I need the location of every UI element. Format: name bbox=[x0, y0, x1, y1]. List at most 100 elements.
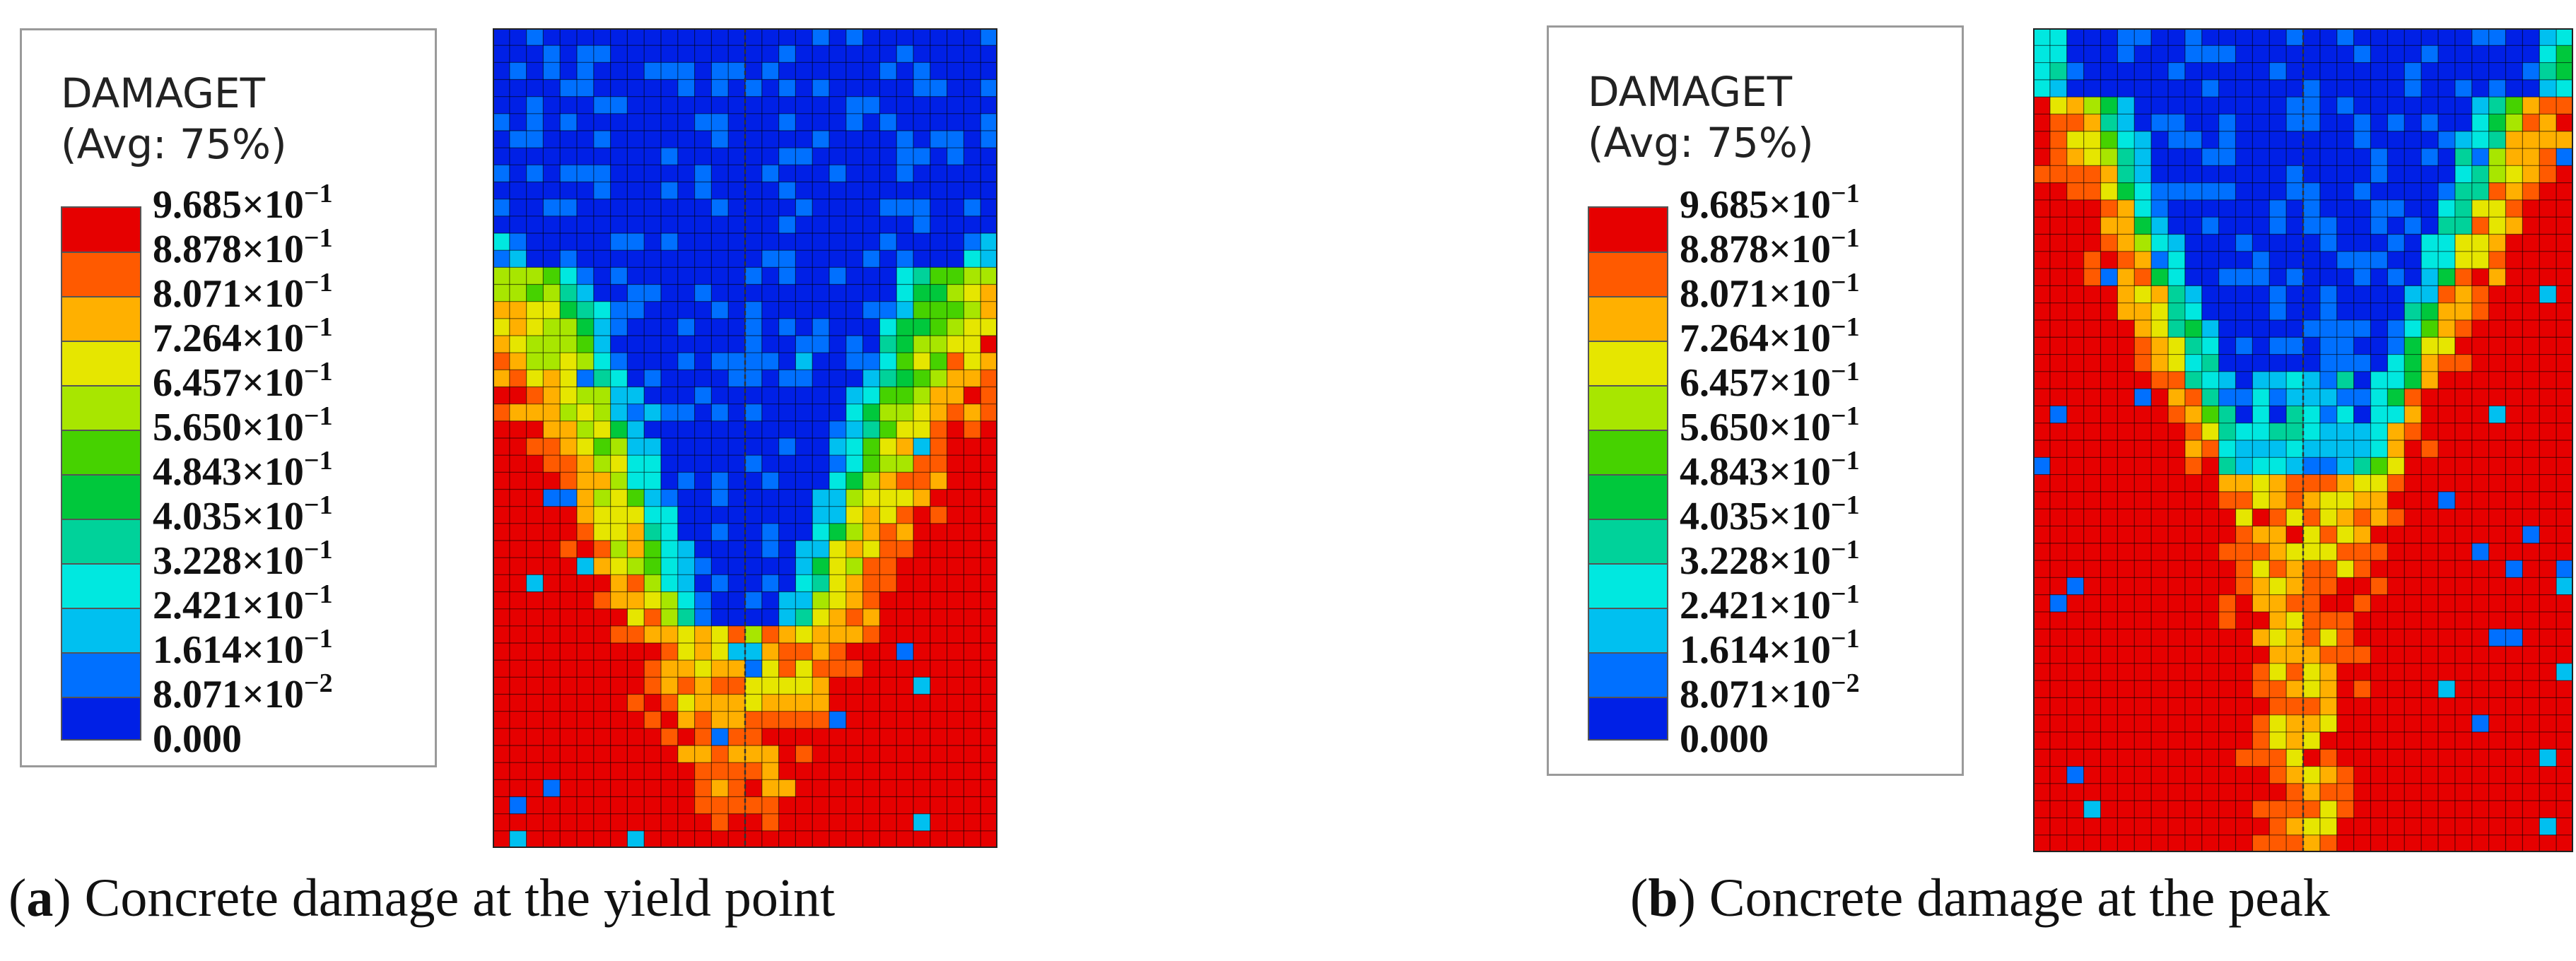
mesh-element bbox=[947, 301, 964, 319]
mesh-element bbox=[2421, 114, 2439, 132]
mesh-element bbox=[560, 131, 578, 148]
mesh-element bbox=[627, 523, 645, 541]
mesh-element bbox=[745, 728, 763, 746]
colorbar-separator bbox=[62, 341, 140, 342]
mesh-element bbox=[845, 813, 863, 832]
mesh-element bbox=[2353, 406, 2371, 424]
mesh-element bbox=[526, 353, 544, 370]
mesh-element bbox=[627, 541, 645, 558]
mesh-element bbox=[896, 574, 914, 592]
mesh-element bbox=[2269, 680, 2287, 698]
mesh-element bbox=[2387, 97, 2405, 114]
mesh-element bbox=[2488, 749, 2506, 767]
mesh-element bbox=[795, 96, 813, 114]
mesh-element bbox=[795, 523, 813, 541]
mesh-element bbox=[761, 523, 779, 541]
mesh-element bbox=[795, 284, 813, 302]
mesh-element bbox=[560, 489, 578, 507]
mesh-element bbox=[2201, 835, 2219, 852]
mesh-element bbox=[795, 113, 813, 131]
mesh-element bbox=[964, 591, 981, 609]
mesh-element bbox=[661, 660, 679, 678]
mesh-element bbox=[2049, 714, 2068, 733]
mesh-element bbox=[677, 677, 695, 695]
mesh-element bbox=[560, 472, 578, 490]
mesh-element bbox=[610, 45, 628, 63]
mesh-element bbox=[2151, 663, 2169, 681]
mesh-element bbox=[593, 113, 611, 131]
mesh-element bbox=[2488, 269, 2506, 286]
mesh-element bbox=[778, 267, 796, 285]
mesh-element bbox=[2387, 629, 2405, 647]
mesh-element bbox=[694, 79, 712, 97]
mesh-element bbox=[2151, 28, 2169, 46]
mesh-element bbox=[2404, 783, 2422, 801]
mesh-element bbox=[2336, 835, 2354, 852]
mesh-element bbox=[2201, 182, 2219, 201]
mesh-element bbox=[644, 489, 662, 507]
mesh-element bbox=[879, 216, 897, 234]
mesh-element bbox=[761, 745, 779, 763]
mesh-element bbox=[2505, 337, 2523, 355]
mesh-element bbox=[2235, 269, 2253, 286]
mesh-element bbox=[2336, 79, 2354, 98]
mesh-element bbox=[862, 301, 880, 319]
mesh-element bbox=[2184, 560, 2203, 578]
mesh-element bbox=[2184, 835, 2203, 852]
mesh-element bbox=[829, 318, 847, 336]
mesh-element bbox=[845, 608, 863, 627]
mesh-element bbox=[2252, 285, 2270, 303]
mesh-element bbox=[2252, 783, 2270, 801]
mesh-element bbox=[980, 79, 997, 97]
mesh-element bbox=[526, 796, 544, 814]
mesh-element bbox=[2201, 611, 2219, 630]
mesh-element bbox=[2083, 234, 2101, 252]
mesh-element bbox=[930, 438, 947, 456]
mesh-element bbox=[593, 711, 611, 729]
mesh-element bbox=[2066, 319, 2084, 338]
mesh-element bbox=[761, 216, 779, 234]
mesh-element bbox=[577, 558, 595, 575]
mesh-element bbox=[795, 608, 813, 627]
mesh-element bbox=[964, 541, 981, 558]
mesh-element bbox=[509, 148, 527, 165]
mesh-element bbox=[2168, 199, 2186, 218]
mesh-element bbox=[644, 762, 662, 780]
colorbar-swatch bbox=[1589, 386, 1667, 430]
mesh-element bbox=[896, 131, 914, 148]
mesh-element bbox=[2235, 251, 2253, 269]
mesh-element bbox=[913, 694, 931, 712]
mesh-element bbox=[2454, 697, 2473, 715]
mesh-element bbox=[964, 643, 981, 661]
mesh-element bbox=[2488, 731, 2506, 750]
mesh-element bbox=[2134, 97, 2152, 114]
mesh-element bbox=[761, 284, 779, 302]
mesh-element bbox=[560, 403, 578, 422]
mesh-element bbox=[2421, 611, 2439, 630]
mesh-element bbox=[2522, 62, 2540, 81]
mesh-element bbox=[2404, 646, 2422, 664]
mesh-element bbox=[2083, 714, 2101, 733]
mesh-element bbox=[2235, 199, 2253, 218]
colorbar-separator bbox=[1589, 563, 1667, 565]
mesh-element bbox=[2201, 731, 2219, 750]
mesh-element bbox=[896, 353, 914, 370]
mesh-element bbox=[2539, 801, 2557, 818]
mesh-element bbox=[644, 625, 662, 644]
mesh-element bbox=[2421, 766, 2439, 784]
mesh-element bbox=[745, 438, 763, 456]
mesh-element bbox=[2049, 801, 2068, 818]
colorbar-tick-label: 2.421×10−1 bbox=[153, 581, 333, 627]
mesh-element bbox=[2049, 114, 2068, 132]
mesh-element bbox=[2303, 45, 2321, 63]
mesh-element bbox=[2438, 337, 2456, 355]
mesh-element bbox=[980, 403, 997, 422]
mesh-element bbox=[2505, 783, 2523, 801]
colorbar-tick-label: 8.071×10−1 bbox=[153, 269, 333, 315]
mesh-element bbox=[778, 728, 796, 746]
mesh-element bbox=[2404, 131, 2422, 149]
mesh-element bbox=[896, 113, 914, 131]
mesh-element bbox=[896, 796, 914, 814]
mesh-element bbox=[879, 558, 897, 575]
mesh-element bbox=[593, 45, 611, 63]
